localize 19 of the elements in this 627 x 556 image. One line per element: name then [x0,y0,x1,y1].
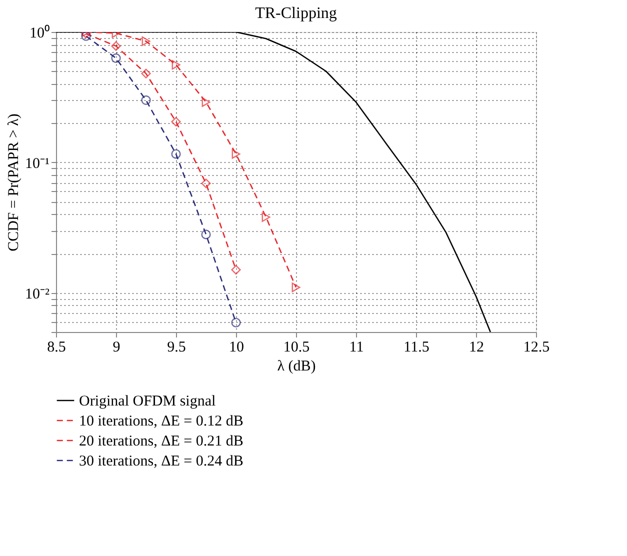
x-tick-label: 8.5 [47,340,66,356]
x-tick-label: 10.5 [283,340,310,356]
legend-label: Original OFDM signal [79,394,216,410]
chart-title: TR-Clipping [255,5,337,22]
x-tick-label: 9.5 [167,340,186,356]
legend-label: 30 iterations, ΔE = 0.24 dB [79,454,244,470]
x-tick-label: 11.5 [404,340,430,356]
x-tick-label: 12 [469,340,484,356]
y-axis-title: CCDF = Pr(PAPR > λ) [6,114,22,252]
y-tick-label: 10⁻¹ [25,156,50,172]
x-axis-title: λ (dB) [277,358,316,374]
x-tick-label: 11 [349,340,364,356]
y-tick-label: 10⁰ [30,24,50,42]
x-tick-label: 10 [229,340,244,356]
legend-label: 20 iterations, ΔE = 0.21 dB [79,434,244,450]
x-tick-label: 12.5 [523,340,550,356]
x-tick-label: 9 [112,340,120,356]
y-tick-label: 10⁻² [25,286,50,302]
legend-label: 10 iterations, ΔE = 0.12 dB [79,414,244,430]
